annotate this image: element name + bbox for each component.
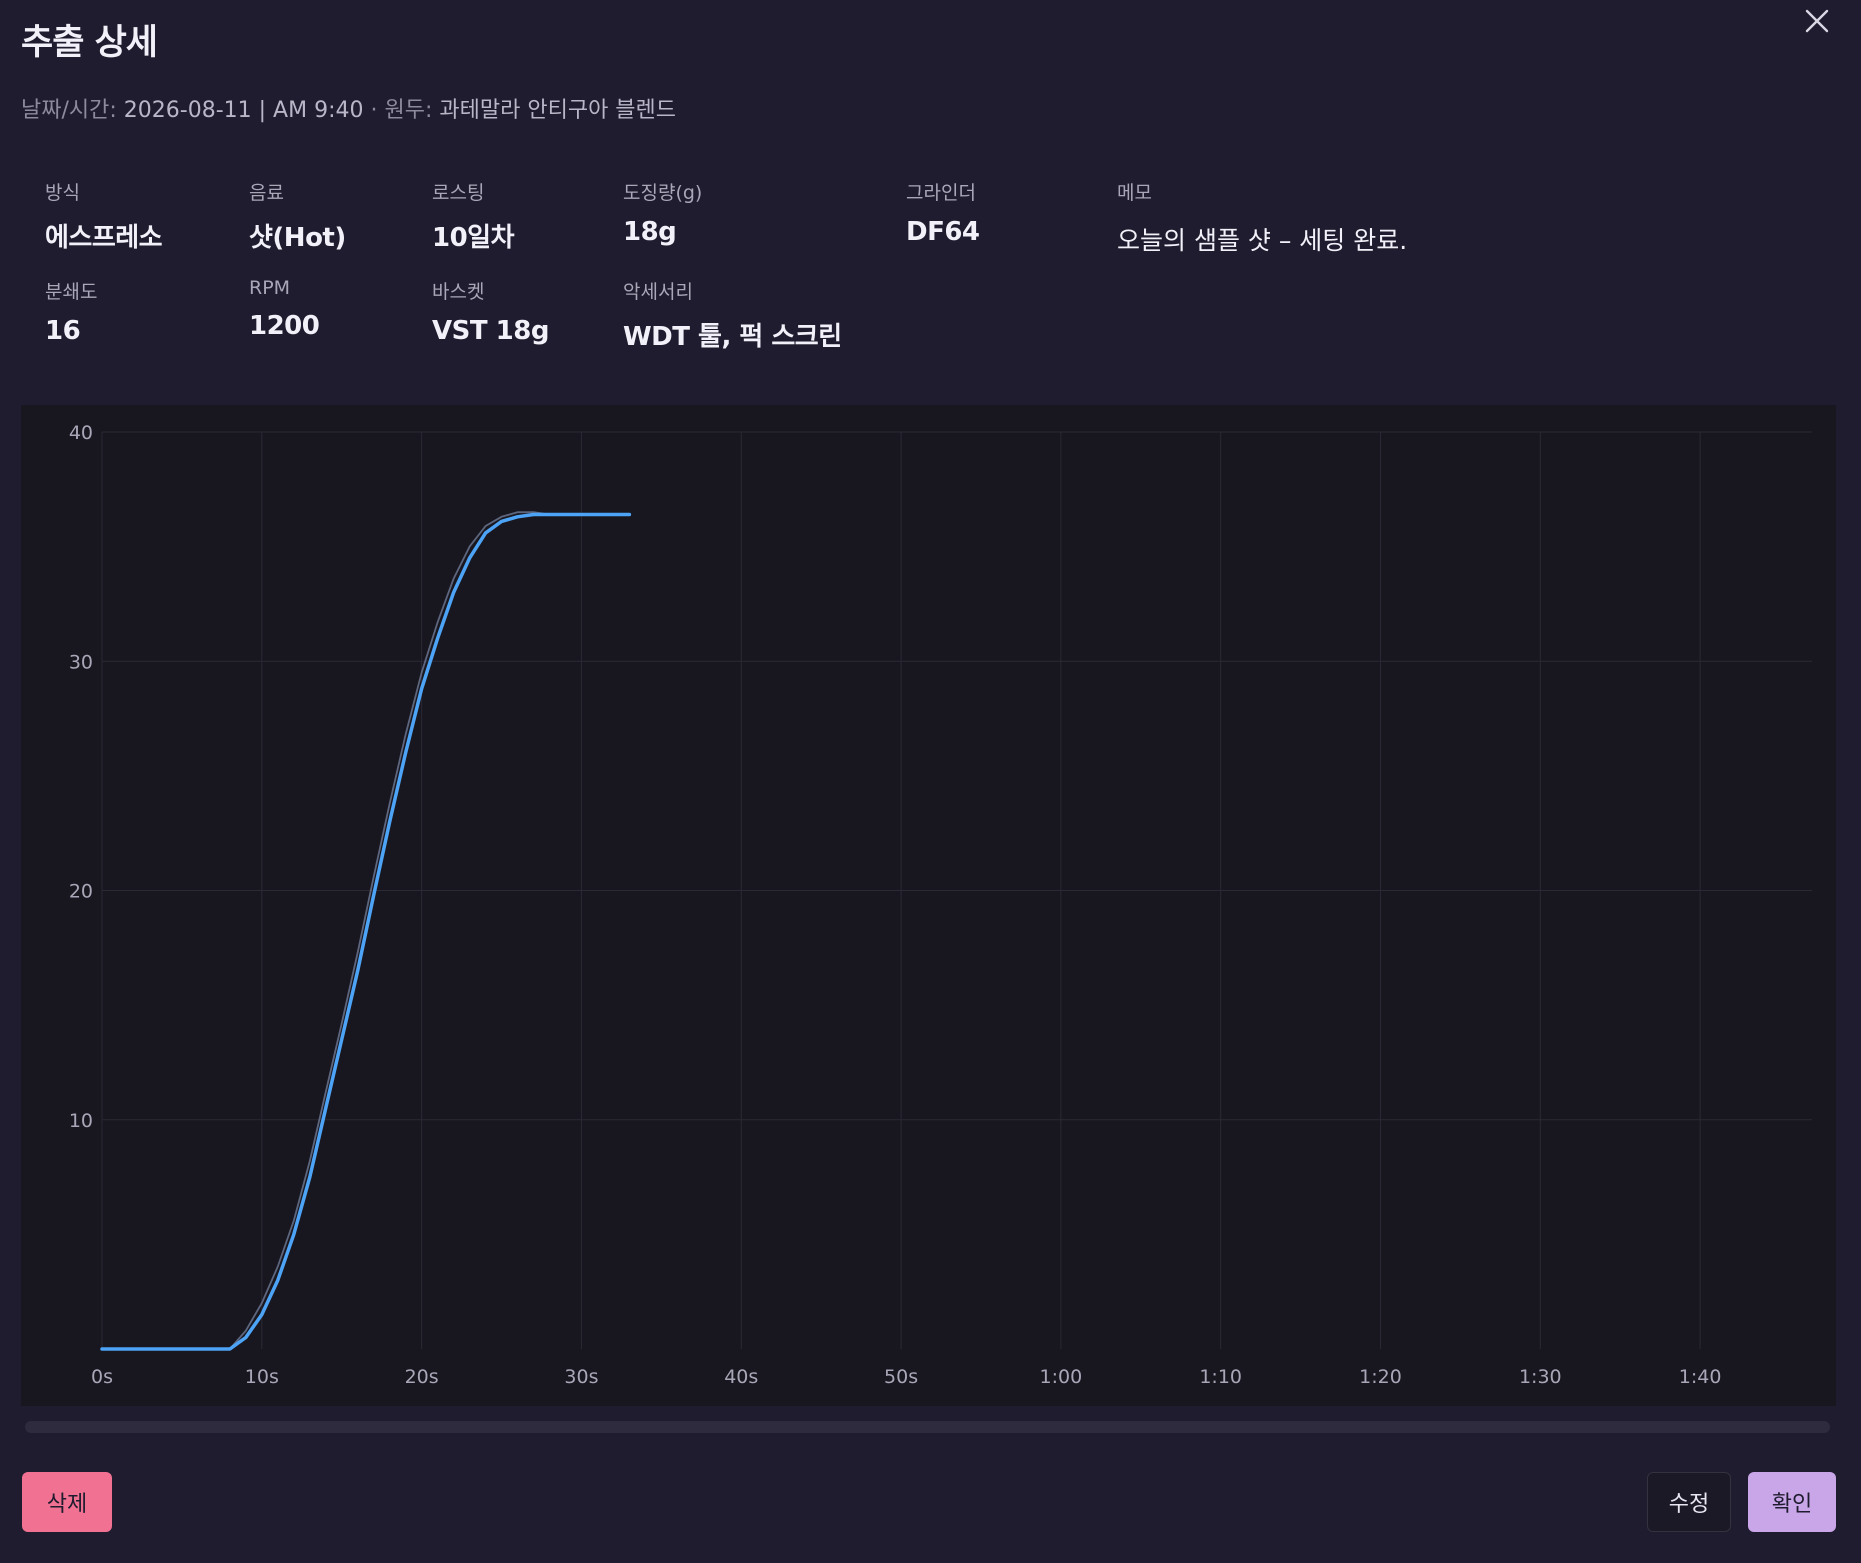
- x-tick-label: 1:20: [1359, 1366, 1402, 1388]
- extraction-chart: 0s 10s 20s 30s 40s 50s 1:00 1:10 1:20 1:30 1:40 10 2…: [21, 405, 1836, 1406]
- field-value: 오늘의 샘플 샷 – 세팅 완료.: [1117, 226, 1408, 255]
- field-grinder: 그라인더 DF64: [906, 178, 980, 247]
- y-tick-label: 10: [69, 1110, 93, 1132]
- reference-series-line: [228, 511, 551, 1350]
- field-value: 10일차: [432, 223, 515, 253]
- field-dose: 도징량(g) 18g: [623, 178, 702, 247]
- x-tick-label: 10s: [245, 1366, 279, 1388]
- x-tick-label: 1:00: [1040, 1366, 1083, 1388]
- field-label: 음료: [249, 182, 284, 204]
- field-label: 로스팅: [432, 182, 485, 204]
- field-memo: 메모 오늘의 샘플 샷 – 세팅 완료.: [1117, 178, 1407, 257]
- weight-series-line: [100, 512, 632, 1351]
- date-value: 2026-08-11 | AM 9:40: [123, 98, 364, 123]
- edit-button[interactable]: 수정: [1647, 1472, 1731, 1532]
- field-label: 도징량(g): [623, 182, 703, 204]
- y-tick-label: 20: [69, 881, 93, 903]
- field-value: 에스프레소: [45, 223, 163, 253]
- chart-grid: [101, 431, 1812, 1349]
- field-value: DF64: [906, 217, 980, 247]
- x-tick-label: 1:30: [1519, 1366, 1562, 1388]
- brew-subtitle: 날짜/시간: 2026-08-11 | AM 9:40 · 원두: 과테말라 안…: [21, 92, 676, 124]
- chart-series: [100, 511, 632, 1351]
- confirm-button[interactable]: 확인: [1748, 1472, 1836, 1532]
- dialog-title: 추출 상세: [21, 23, 158, 63]
- close-button[interactable]: [1800, 4, 1834, 38]
- field-value: 1200: [249, 311, 320, 341]
- field-label: RPM: [249, 277, 291, 299]
- chart-scrollbar[interactable]: [25, 1421, 1830, 1433]
- field-drink: 음료 샷(Hot): [249, 178, 346, 254]
- chart-ticks: 0s 10s 20s 30s 40s 50s 1:00 1:10 1:20 1:30 1:40 10 2…: [69, 422, 1722, 1388]
- field-label: 악세서리: [623, 281, 693, 303]
- subtitle-separator: ·: [370, 98, 378, 123]
- bean-value: 과테말라 안티구아 블렌드: [439, 98, 677, 123]
- field-rpm: RPM 1200: [249, 277, 320, 341]
- field-label: 방식: [45, 182, 80, 204]
- field-method: 방식 에스프레소: [45, 178, 163, 254]
- field-label: 바스켓: [432, 281, 485, 303]
- x-tick-label: 0s: [91, 1366, 113, 1388]
- bean-label: 원두:: [384, 98, 433, 123]
- x-tick-label: 1:40: [1679, 1366, 1722, 1388]
- x-tick-label: 30s: [564, 1366, 598, 1388]
- x-tick-label: 1:10: [1199, 1366, 1242, 1388]
- x-tick-label: 40s: [724, 1366, 758, 1388]
- field-value: WDT 툴, 퍽 스크린: [623, 322, 842, 352]
- field-label: 메모: [1117, 182, 1152, 204]
- x-tick-label: 20s: [405, 1366, 439, 1388]
- field-value: 16: [45, 316, 81, 346]
- y-tick-label: 30: [69, 651, 93, 673]
- field-accessory: 악세서리 WDT 툴, 퍽 스크린: [623, 277, 842, 353]
- close-icon: [1805, 9, 1829, 33]
- field-grind-size: 분쇄도 16: [45, 277, 97, 346]
- field-basket: 바스켓 VST 18g: [432, 277, 549, 346]
- field-value: 샷(Hot): [249, 223, 346, 253]
- field-roast: 로스팅 10일차: [432, 178, 515, 254]
- field-label: 그라인더: [906, 182, 976, 204]
- field-value: VST 18g: [432, 316, 549, 346]
- field-label: 분쇄도: [45, 281, 98, 303]
- date-label: 날짜/시간:: [21, 98, 117, 123]
- extraction-chart-svg: 0s 10s 20s 30s 40s 50s 1:00 1:10 1:20 1:30 1:40 10 2…: [69, 422, 1812, 1388]
- delete-button[interactable]: 삭제: [22, 1472, 112, 1532]
- y-tick-label: 40: [69, 422, 93, 444]
- field-value: 18g: [623, 217, 677, 247]
- x-tick-label: 50s: [884, 1366, 918, 1388]
